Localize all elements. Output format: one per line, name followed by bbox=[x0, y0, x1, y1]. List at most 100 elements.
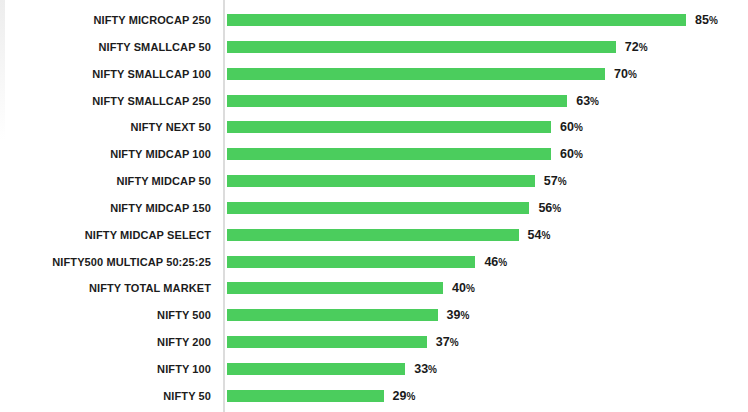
bar bbox=[227, 282, 443, 294]
bar-track: 33% bbox=[223, 362, 748, 376]
bar-chart: NIFTY MICROCAP 250 85% NIFTY SMALLCAP 50… bbox=[0, 0, 748, 412]
category-label: NIFTY SMALLCAP 250 bbox=[0, 95, 223, 107]
bar-row: NIFTY MICROCAP 250 85% bbox=[0, 7, 748, 33]
value-number: 72 bbox=[625, 40, 639, 54]
bar-row: NIFTY SMALLCAP 250 63% bbox=[0, 88, 748, 114]
bar-row: NIFTY 100 33% bbox=[0, 356, 748, 382]
bar bbox=[227, 256, 475, 268]
category-label: NIFTY500 MULTICAP 50:25:25 bbox=[0, 256, 223, 268]
percent-sign: % bbox=[639, 42, 648, 53]
category-label: NIFTY 100 bbox=[0, 363, 223, 375]
value-number: 60 bbox=[560, 147, 574, 161]
value-number: 37 bbox=[436, 335, 450, 349]
bar-track: 56% bbox=[223, 201, 748, 215]
value-number: 54 bbox=[528, 228, 542, 242]
percent-sign: % bbox=[590, 96, 599, 107]
value-number: 46 bbox=[484, 255, 498, 269]
bar bbox=[227, 363, 405, 375]
bar bbox=[227, 41, 616, 53]
bar bbox=[227, 336, 427, 348]
percent-sign: % bbox=[558, 176, 567, 187]
bar-row: NIFTY MIDCAP 50 57% bbox=[0, 168, 748, 194]
percent-sign: % bbox=[552, 203, 561, 214]
bar-track: 40% bbox=[223, 281, 748, 295]
value-label: 63% bbox=[576, 94, 599, 108]
value-number: 39 bbox=[447, 308, 461, 322]
value-label: 33% bbox=[414, 362, 437, 376]
bar-row: NIFTY 50 29% bbox=[0, 383, 748, 409]
bar-track: 72% bbox=[223, 40, 748, 54]
bar bbox=[227, 68, 605, 80]
category-label: NIFTY NEXT 50 bbox=[0, 121, 223, 133]
percent-sign: % bbox=[542, 230, 551, 241]
percent-sign: % bbox=[461, 310, 470, 321]
value-label: 39% bbox=[447, 308, 470, 322]
category-label: NIFTY MIDCAP 50 bbox=[0, 175, 223, 187]
bar-track: 37% bbox=[223, 335, 748, 349]
bar bbox=[227, 121, 551, 133]
value-label: 46% bbox=[484, 255, 507, 269]
percent-sign: % bbox=[709, 15, 718, 26]
bar-row: NIFTY SMALLCAP 50 72% bbox=[0, 34, 748, 60]
category-label: NIFTY MIDCAP 150 bbox=[0, 202, 223, 214]
category-label: NIFTY 500 bbox=[0, 309, 223, 321]
bar-row: NIFTY500 MULTICAP 50:25:25 46% bbox=[0, 249, 748, 275]
bar-track: 70% bbox=[223, 67, 748, 81]
bar-row: NIFTY NEXT 50 60% bbox=[0, 114, 748, 140]
percent-sign: % bbox=[498, 257, 507, 268]
value-label: 60% bbox=[560, 147, 583, 161]
percent-sign: % bbox=[466, 283, 475, 294]
percent-sign: % bbox=[574, 122, 583, 133]
value-label: 60% bbox=[560, 120, 583, 134]
bar bbox=[227, 14, 686, 26]
bar-track: 85% bbox=[223, 13, 748, 27]
category-label: NIFTY 200 bbox=[0, 336, 223, 348]
bar bbox=[227, 309, 438, 321]
percent-sign: % bbox=[428, 364, 437, 375]
value-label: 54% bbox=[528, 228, 551, 242]
bar-track: 60% bbox=[223, 120, 748, 134]
percent-sign: % bbox=[628, 69, 637, 80]
chart-rows: NIFTY MICROCAP 250 85% NIFTY SMALLCAP 50… bbox=[0, 0, 748, 412]
category-label: NIFTY MIDCAP SELECT bbox=[0, 229, 223, 241]
value-label: 57% bbox=[544, 174, 567, 188]
value-number: 40 bbox=[452, 281, 466, 295]
category-label: NIFTY SMALLCAP 50 bbox=[0, 41, 223, 53]
value-number: 33 bbox=[414, 362, 428, 376]
bar-row: NIFTY MIDCAP 150 56% bbox=[0, 195, 748, 221]
value-number: 56 bbox=[538, 201, 552, 215]
category-label: NIFTY MICROCAP 250 bbox=[0, 14, 223, 26]
bar-row: NIFTY TOTAL MARKET 40% bbox=[0, 275, 748, 301]
value-label: 29% bbox=[393, 389, 416, 403]
value-number: 29 bbox=[393, 389, 407, 403]
value-label: 85% bbox=[695, 13, 718, 27]
bar bbox=[227, 229, 519, 241]
percent-sign: % bbox=[407, 391, 416, 402]
bar bbox=[227, 202, 529, 214]
bar bbox=[227, 148, 551, 160]
category-label: NIFTY SMALLCAP 100 bbox=[0, 68, 223, 80]
value-number: 63 bbox=[576, 94, 590, 108]
value-label: 72% bbox=[625, 40, 648, 54]
bar bbox=[227, 390, 384, 402]
bar-row: NIFTY 500 39% bbox=[0, 302, 748, 328]
value-label: 37% bbox=[436, 335, 459, 349]
bar-row: NIFTY MIDCAP SELECT 54% bbox=[0, 222, 748, 248]
value-number: 85 bbox=[695, 13, 709, 27]
value-label: 70% bbox=[614, 67, 637, 81]
percent-sign: % bbox=[574, 149, 583, 160]
value-label: 40% bbox=[452, 281, 475, 295]
bar-track: 54% bbox=[223, 228, 748, 242]
value-number: 70 bbox=[614, 67, 628, 81]
value-number: 57 bbox=[544, 174, 558, 188]
bar bbox=[227, 175, 535, 187]
bar-track: 57% bbox=[223, 174, 748, 188]
bar-track: 46% bbox=[223, 255, 748, 269]
bar-row: NIFTY SMALLCAP 100 70% bbox=[0, 61, 748, 87]
bar-track: 63% bbox=[223, 94, 748, 108]
category-label: NIFTY TOTAL MARKET bbox=[0, 282, 223, 294]
bar-track: 39% bbox=[223, 308, 748, 322]
percent-sign: % bbox=[450, 337, 459, 348]
bar-track: 60% bbox=[223, 147, 748, 161]
bar bbox=[227, 95, 567, 107]
